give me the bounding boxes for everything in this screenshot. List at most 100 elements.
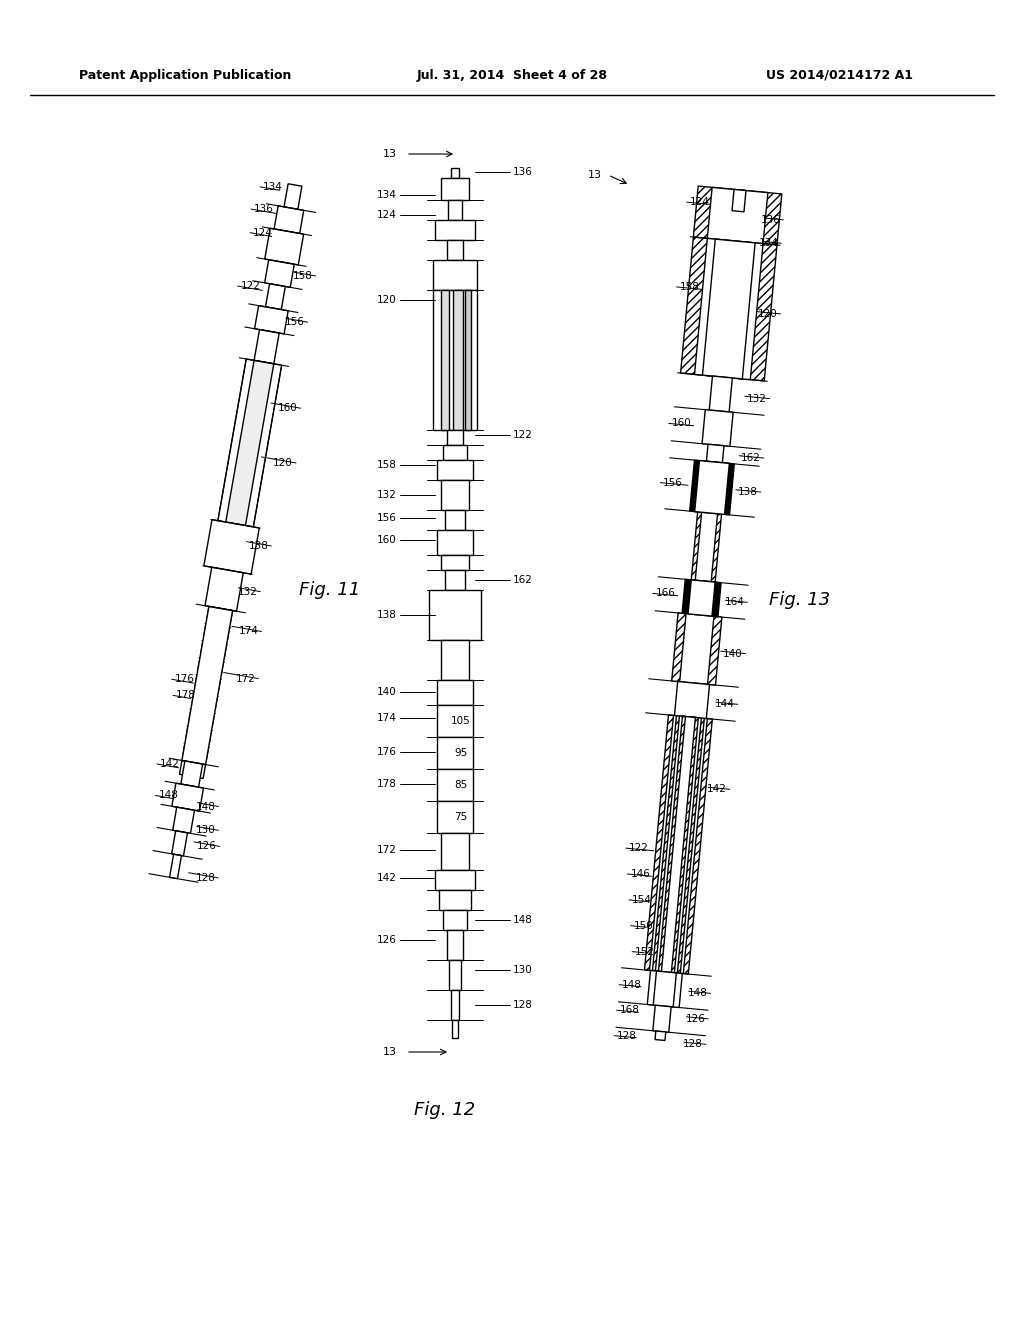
Text: 158: 158: [377, 459, 397, 470]
Bar: [437, 680, 473, 705]
Polygon shape: [672, 612, 722, 685]
Bar: [441, 290, 449, 430]
Polygon shape: [653, 1006, 671, 1032]
Polygon shape: [691, 512, 722, 582]
Polygon shape: [225, 360, 273, 525]
Text: 134: 134: [263, 182, 283, 191]
Bar: [441, 833, 469, 870]
Text: 174: 174: [377, 713, 397, 723]
Text: Fig. 11: Fig. 11: [299, 581, 360, 599]
Polygon shape: [265, 228, 304, 265]
Polygon shape: [182, 606, 232, 764]
Text: Fig. 12: Fig. 12: [415, 1101, 475, 1119]
Polygon shape: [694, 461, 729, 515]
Polygon shape: [205, 568, 244, 611]
Text: 156: 156: [285, 317, 304, 327]
Polygon shape: [688, 579, 715, 616]
Bar: [449, 960, 461, 990]
Text: 160: 160: [278, 403, 298, 413]
Bar: [437, 459, 473, 480]
Text: 126: 126: [377, 935, 397, 945]
Text: 13: 13: [383, 1047, 397, 1057]
Text: 158: 158: [293, 271, 312, 281]
Polygon shape: [264, 260, 294, 288]
Polygon shape: [191, 692, 217, 710]
Text: 136: 136: [254, 205, 274, 214]
Text: 120: 120: [377, 294, 397, 305]
Polygon shape: [172, 783, 204, 810]
Bar: [443, 445, 467, 459]
Polygon shape: [182, 743, 209, 762]
Text: 95: 95: [455, 748, 468, 758]
Polygon shape: [707, 445, 724, 463]
Text: 178: 178: [176, 690, 196, 701]
Polygon shape: [702, 239, 755, 379]
Text: Patent Application Publication: Patent Application Publication: [79, 69, 291, 82]
Text: 130: 130: [513, 965, 532, 975]
Bar: [433, 260, 477, 290]
Text: 122: 122: [241, 281, 260, 292]
Polygon shape: [681, 238, 777, 381]
Text: 160: 160: [377, 535, 397, 545]
Polygon shape: [265, 284, 286, 310]
Text: 156: 156: [664, 478, 683, 487]
Polygon shape: [655, 1031, 666, 1040]
Text: 166: 166: [655, 589, 676, 598]
Text: 164: 164: [725, 598, 744, 607]
Bar: [453, 290, 463, 430]
Text: 126: 126: [197, 841, 217, 851]
Bar: [445, 570, 465, 590]
Polygon shape: [173, 807, 195, 833]
Text: 152: 152: [635, 946, 655, 957]
Bar: [435, 220, 475, 240]
Polygon shape: [255, 306, 288, 334]
Bar: [435, 870, 475, 890]
Text: 85: 85: [455, 780, 468, 789]
Polygon shape: [658, 717, 698, 973]
Polygon shape: [655, 715, 701, 973]
Text: 142: 142: [377, 873, 397, 883]
Text: 148: 148: [513, 915, 532, 925]
Bar: [441, 554, 469, 570]
Polygon shape: [653, 972, 677, 1007]
Text: 128: 128: [513, 1001, 532, 1010]
Bar: [437, 770, 473, 801]
Polygon shape: [179, 760, 206, 779]
Text: 176: 176: [175, 675, 195, 684]
Bar: [437, 737, 473, 770]
Text: 150: 150: [634, 921, 653, 931]
Text: 132: 132: [746, 393, 767, 404]
Text: 124: 124: [689, 197, 710, 207]
Bar: [445, 510, 465, 531]
Polygon shape: [675, 681, 710, 718]
Text: 148: 148: [196, 801, 215, 812]
Polygon shape: [695, 512, 718, 582]
Text: 178: 178: [377, 779, 397, 789]
Text: 148: 148: [622, 979, 642, 990]
Text: 134: 134: [377, 190, 397, 201]
Polygon shape: [201, 640, 226, 659]
Bar: [447, 430, 463, 445]
Text: 132: 132: [377, 490, 397, 500]
Text: 126: 126: [685, 1014, 706, 1024]
Text: 172: 172: [236, 673, 255, 684]
Polygon shape: [708, 187, 768, 244]
Bar: [451, 990, 459, 1020]
Polygon shape: [690, 461, 734, 515]
Text: Jul. 31, 2014  Sheet 4 of 28: Jul. 31, 2014 Sheet 4 of 28: [417, 69, 607, 82]
Bar: [447, 240, 463, 260]
Bar: [433, 290, 477, 430]
Text: 120: 120: [758, 309, 777, 319]
Text: 174: 174: [239, 627, 258, 636]
Bar: [451, 168, 459, 178]
Polygon shape: [274, 206, 304, 234]
Text: Fig. 13: Fig. 13: [769, 591, 830, 609]
Text: 146: 146: [631, 869, 650, 879]
Text: 122: 122: [513, 430, 532, 440]
Text: 120: 120: [273, 458, 293, 469]
Polygon shape: [694, 239, 763, 380]
Polygon shape: [680, 614, 714, 684]
Text: 140: 140: [723, 648, 742, 659]
Polygon shape: [181, 760, 203, 787]
Polygon shape: [204, 520, 259, 574]
